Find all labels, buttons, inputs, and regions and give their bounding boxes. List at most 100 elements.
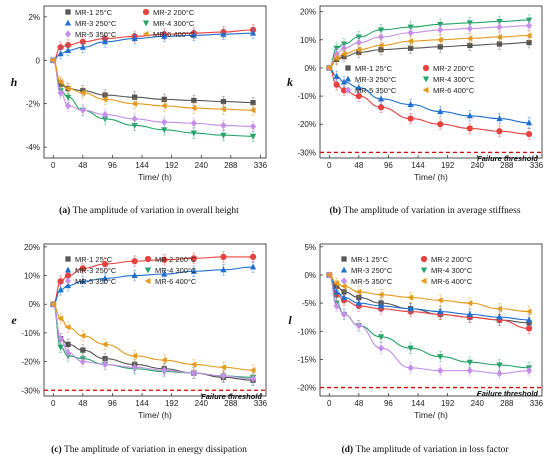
x-axis-label: Time/ (h) <box>138 172 172 182</box>
legend: MR-1 25°C MR-2 200°C MR-3 250°C MR-4 300°C M… <box>340 255 473 286</box>
series-line <box>329 35 530 69</box>
legend-item: MR-3 250°C <box>64 19 117 28</box>
data-point <box>80 347 86 353</box>
data-point <box>466 300 473 307</box>
legend-marker <box>142 8 150 16</box>
data-point <box>525 119 533 126</box>
x-tick-label: 0 <box>51 399 56 408</box>
legend-label: MR-1 25°C <box>75 8 113 17</box>
y-tick-label: -20% <box>297 384 316 393</box>
data-point <box>496 23 503 31</box>
data-point <box>161 118 168 126</box>
legend-item: MR-4 300°C <box>142 19 195 28</box>
legend-label: MR-2 200°C <box>153 8 195 17</box>
data-point <box>407 294 414 301</box>
data-point <box>79 332 86 339</box>
data-point <box>190 31 197 38</box>
data-point <box>333 81 340 88</box>
data-point <box>466 24 473 33</box>
data-point <box>355 322 362 330</box>
data-point <box>407 345 414 352</box>
data-point <box>525 316 533 323</box>
series-mr-2 <box>326 64 533 140</box>
data-point <box>355 46 362 53</box>
x-tick-label: 96 <box>108 399 117 408</box>
legend-item: MR-5 350°C <box>64 30 117 39</box>
data-point <box>101 360 109 369</box>
legend-item: MR-5 350°C <box>344 86 397 95</box>
data-point <box>161 32 168 39</box>
series-mr-3 <box>326 271 533 326</box>
y-tick-label: -2% <box>26 100 40 109</box>
x-axis-label: Time/ (h) <box>138 410 172 420</box>
data-point <box>220 30 227 37</box>
series-line <box>328 274 530 329</box>
data-point <box>131 258 138 265</box>
legend-marker <box>64 277 72 285</box>
data-point <box>437 44 443 50</box>
data-point <box>131 100 138 107</box>
failure-threshold-label: Failure threshold <box>477 154 538 163</box>
data-point <box>161 256 168 263</box>
data-point <box>466 35 473 42</box>
data-point <box>525 325 533 332</box>
data-point <box>64 85 71 92</box>
data-point <box>249 29 257 36</box>
data-point <box>101 260 109 268</box>
series-mr-2 <box>50 251 257 308</box>
series-line <box>53 32 254 61</box>
data-point <box>220 266 227 273</box>
data-point <box>496 128 503 135</box>
legend-item: MR-3 250°C <box>344 75 397 84</box>
data-point <box>437 121 444 128</box>
failure-threshold-label: Failure threshold <box>201 392 262 401</box>
series-line <box>329 42 530 69</box>
data-point <box>355 39 362 47</box>
data-point <box>377 95 385 102</box>
data-point <box>355 92 362 100</box>
legend: MR-1 25°C MR-2 200°C MR-3 250°C MR-4 300°C M… <box>344 64 475 95</box>
data-point <box>131 115 138 123</box>
x-tick-label: 240 <box>471 161 485 170</box>
data-point <box>57 50 64 57</box>
data-point <box>355 299 362 306</box>
series-mr-5 <box>50 300 257 385</box>
data-point <box>57 89 64 97</box>
x-tick-label: 48 <box>78 399 87 408</box>
x-tick-label: 240 <box>195 399 209 408</box>
y-tick-label: -5% <box>302 299 316 308</box>
data-point <box>356 294 362 301</box>
plot-frame <box>319 243 543 397</box>
plot-frame <box>43 5 267 159</box>
data-point <box>49 301 56 308</box>
series-line <box>328 19 530 69</box>
data-point <box>64 282 72 289</box>
data-point <box>340 283 347 290</box>
plot-frame <box>319 5 543 159</box>
data-point <box>250 99 256 106</box>
data-point <box>496 41 503 47</box>
x-tick-label: 48 <box>354 161 363 170</box>
legend-marker <box>64 266 72 273</box>
series-mr-1 <box>50 57 256 109</box>
data-point <box>249 122 257 131</box>
legend-item: MR-2 200°C <box>422 64 475 73</box>
data-point <box>333 72 340 79</box>
data-point <box>57 344 64 351</box>
legend-marker <box>340 277 348 285</box>
data-point <box>57 335 64 343</box>
x-tick-label: 288 <box>500 161 514 170</box>
legend-label: MR-4 300°C <box>153 19 195 28</box>
panel-caption-letter: (d) <box>341 444 355 455</box>
data-point <box>57 286 64 293</box>
data-point <box>57 315 64 322</box>
data-point <box>377 344 385 352</box>
series-mr-6 <box>49 57 256 116</box>
data-point <box>525 308 532 315</box>
data-point <box>525 32 532 39</box>
data-point <box>526 39 532 46</box>
data-point <box>407 305 414 312</box>
data-point <box>340 78 348 85</box>
y-axis-label: e <box>11 313 17 327</box>
data-point <box>190 119 197 127</box>
